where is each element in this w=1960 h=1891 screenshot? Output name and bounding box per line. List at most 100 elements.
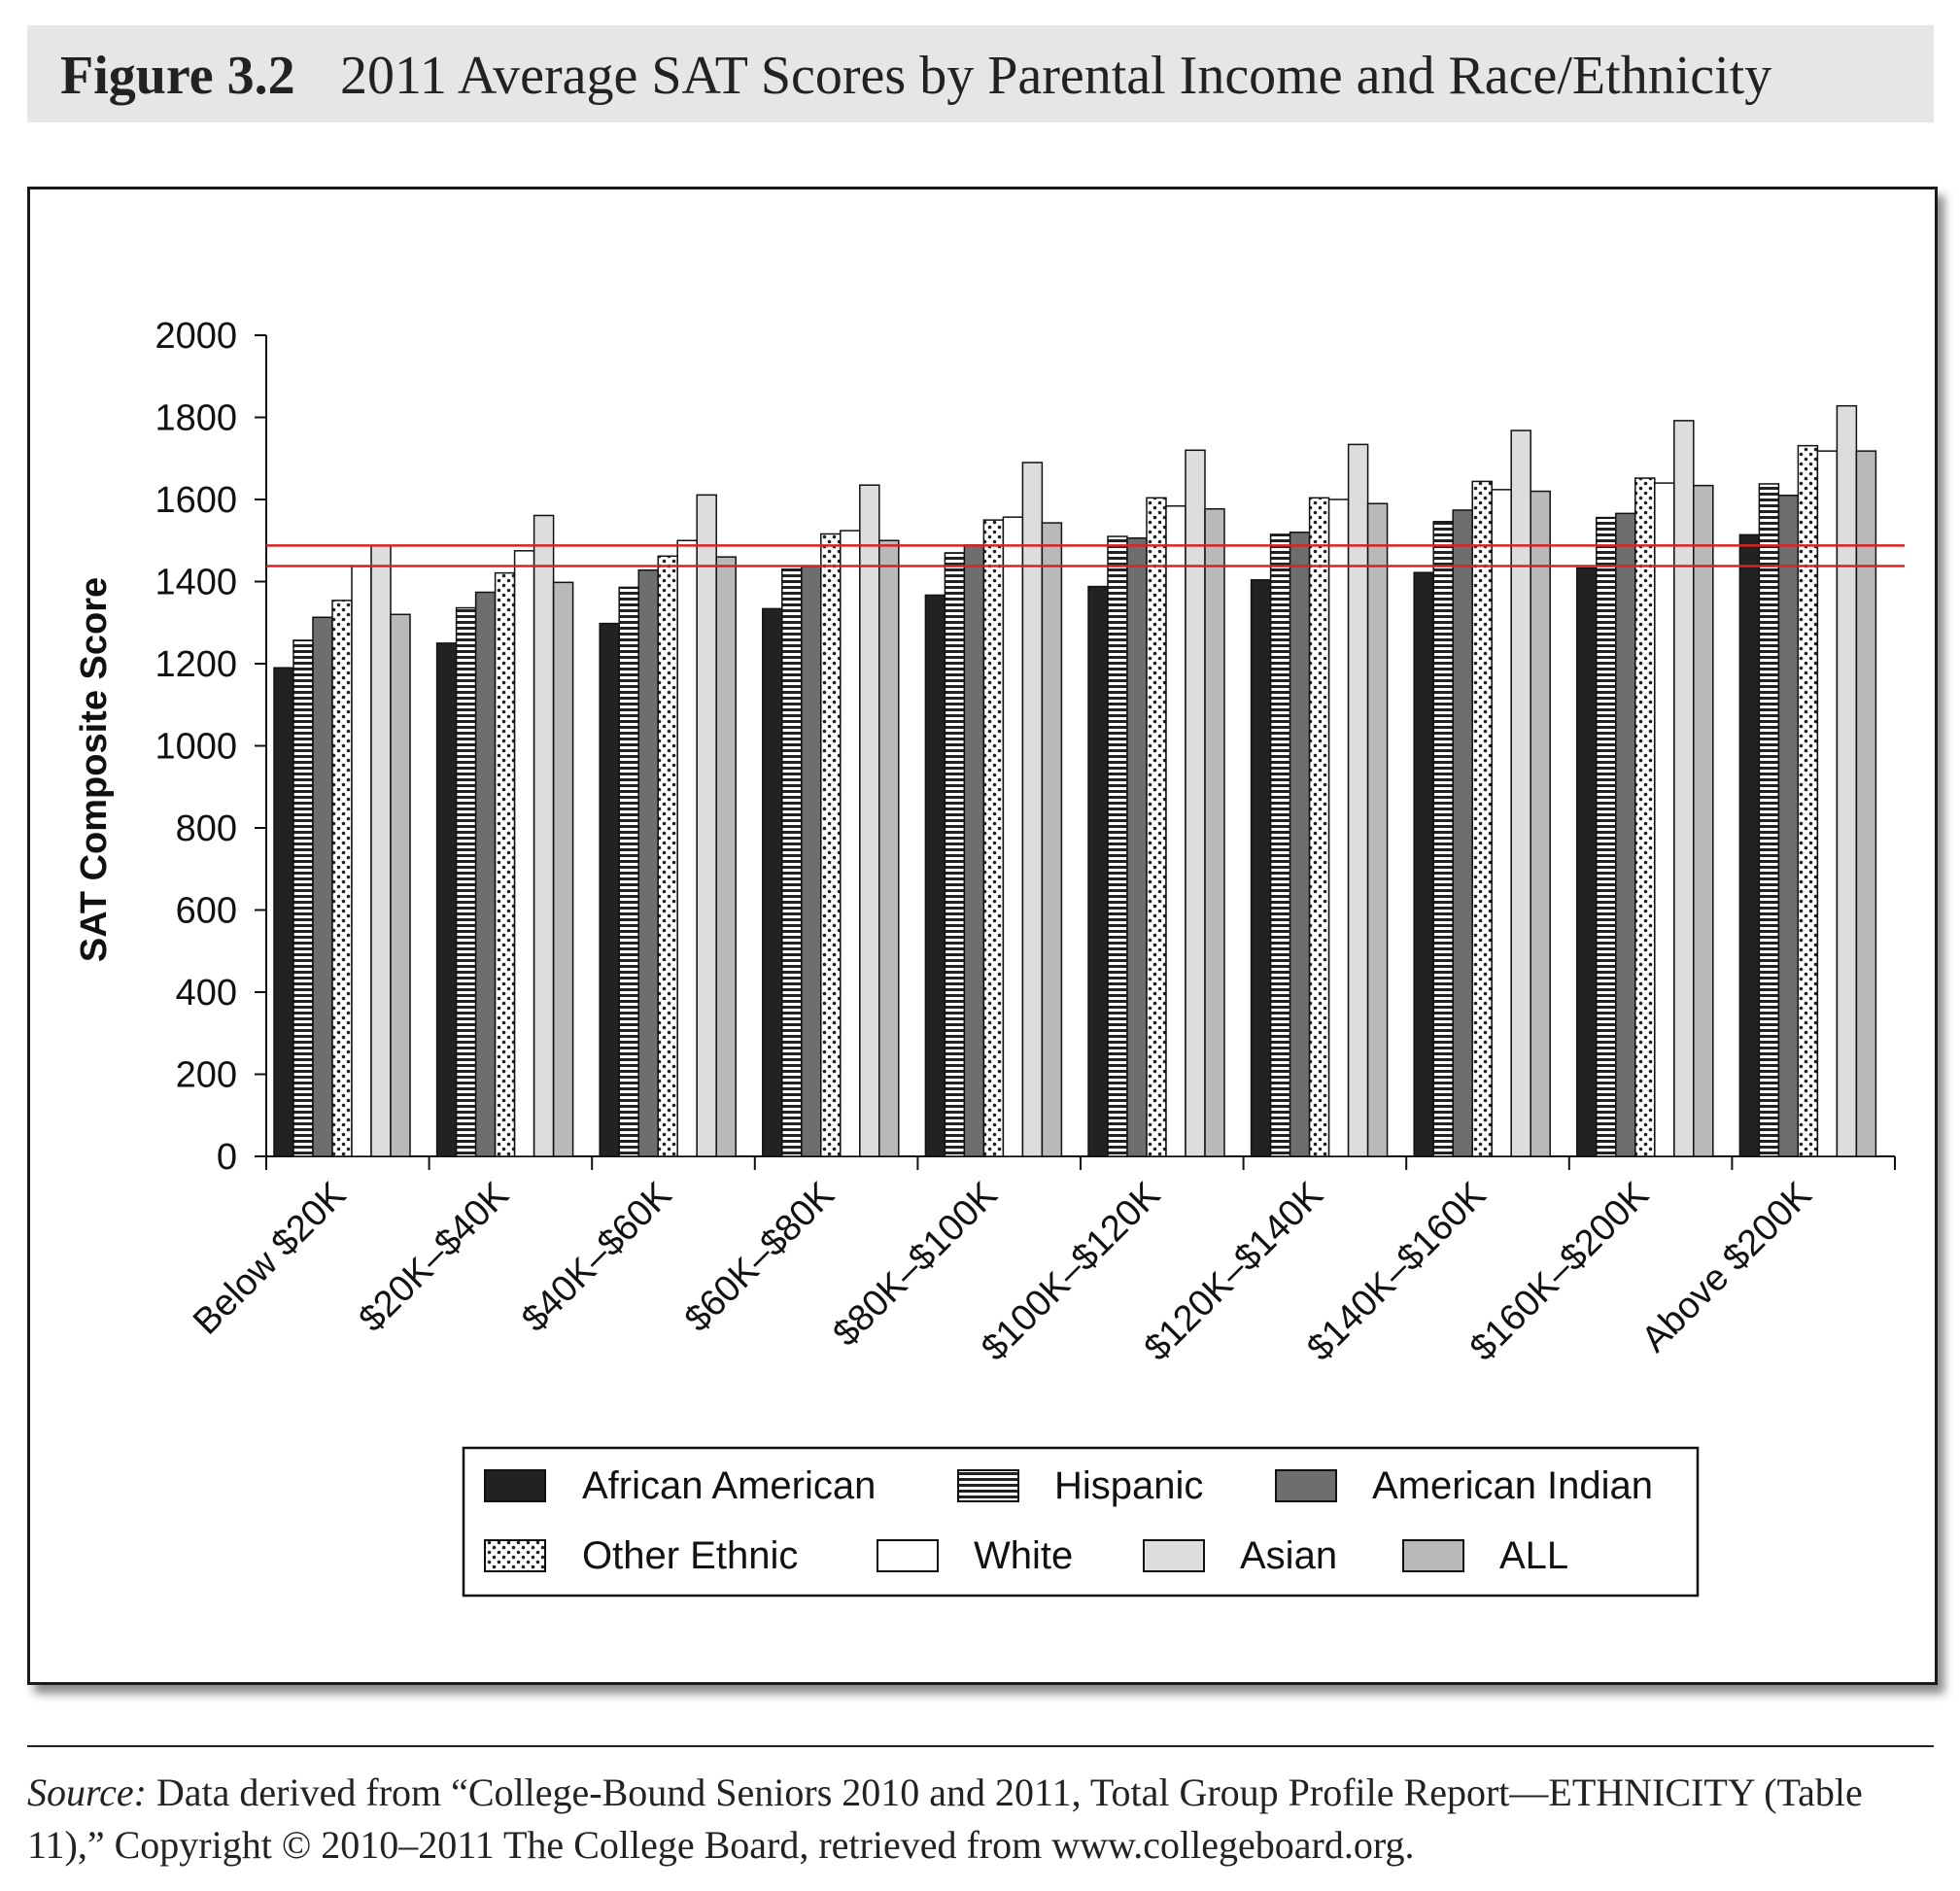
bar-african-american [1250,579,1272,1157]
legend-swatch [484,1469,546,1502]
y-axis-title: SAT Composite Score [74,577,115,962]
legend-swatch [1402,1539,1464,1572]
bar-other-ethnic [1471,480,1493,1157]
bar-african-american [1413,571,1434,1157]
chart-svg: 0 200 400 600 800 1000 1200 1400 1600 1800 2000 Be… [74,316,1905,1598]
legend-swatch [1275,1469,1337,1502]
bar-hispanic [944,552,966,1157]
bar-white [1327,499,1350,1157]
legend-label: Hispanic [1054,1464,1203,1507]
bar-all [1041,522,1063,1157]
bar-african-american [1576,567,1598,1157]
bar-african-american [924,594,946,1157]
bar-asian [1185,449,1206,1157]
bar-hispanic [455,606,477,1157]
bar-other-ethnic [1308,497,1330,1157]
y-tick-label: 200 [176,1055,237,1096]
y-tick-label: 400 [176,973,237,1014]
bar-african-american [599,622,620,1157]
legend-label: ALL [1499,1534,1568,1577]
legend-box [462,1446,1700,1598]
bar-other-ethnic [1634,477,1656,1157]
x-tick-label: $80K–$100K [825,1175,1005,1355]
bar-all [390,613,411,1157]
legend-label: Other Ethnic [582,1534,798,1577]
bar-white [351,566,372,1157]
bar-all [878,539,900,1157]
bar-asian [859,484,880,1157]
bar-african-american [1087,585,1109,1157]
legend-swatch [484,1539,546,1572]
bar-american-indian [801,566,822,1157]
bar-white [676,539,698,1157]
bar-american-indian [312,616,333,1157]
bar-african-american [1738,533,1761,1157]
bar-hispanic [1432,521,1454,1157]
bar-hispanic [292,639,314,1157]
bars [273,404,1877,1157]
bar-white [513,550,535,1157]
legend-label: American Indian [1372,1464,1653,1507]
bar-hispanic [1269,533,1291,1157]
bar-asian [1673,420,1695,1157]
bar-other-ethnic [820,533,842,1157]
legend-label: African American [582,1464,876,1507]
x-axis: Below $20K$20K–$40K$40K–$60K$60K–$80K$80… [186,1155,1896,1369]
bar-white [1165,505,1186,1157]
bar-american-indian [474,591,497,1157]
bar-all [1366,502,1389,1157]
bar-white [840,530,861,1157]
x-tick-label: Above $200K [1634,1175,1820,1360]
bar-american-indian [1777,495,1800,1157]
y-tick-label: 0 [217,1137,237,1178]
x-tick-label: $20K–$40K [352,1175,517,1340]
bar-all [1693,484,1714,1157]
bar-american-indian [1289,532,1311,1157]
legend-label: White [974,1534,1073,1577]
legend: African American Hispanic American Indian O… [462,1446,1700,1598]
y-tick-label: 600 [176,891,237,932]
bar-american-indian [963,544,985,1157]
bar-american-indian [1452,509,1473,1157]
bar-other-ethnic [982,519,1005,1157]
x-tick-label: $60K–$80K [677,1175,842,1340]
figure-header: Figure 3.2 2011 Average SAT Scores by Pa… [27,25,1934,122]
bar-asian [370,544,392,1157]
bar-all [1204,507,1225,1157]
bar-all [1530,490,1551,1157]
x-tick-label: Below $20K [186,1175,354,1343]
y-tick-label: 1600 [155,480,237,521]
bar-white [1491,489,1512,1157]
source-text: Data derived from “College-Bound Seniors… [27,1771,1863,1867]
y-tick-label: 1000 [155,727,237,768]
figure-label: Figure 3.2 [60,46,295,106]
bar-white [1002,516,1024,1157]
y-tick-label: 1800 [155,398,237,439]
y-tick-label: 1400 [155,563,237,603]
bar-hispanic [618,586,639,1157]
chart-frame: 0 200 400 600 800 1000 1200 1400 1600 1800 2000 Be… [27,187,1938,1685]
bar-american-indian [1615,512,1636,1157]
bar-hispanic [1107,535,1128,1157]
bar-american-indian [637,568,659,1157]
bar-white [1816,450,1839,1157]
bar-african-american [273,667,294,1157]
x-tick-label: $40K–$60K [514,1175,679,1340]
bar-hispanic [781,568,803,1157]
bar-white [1654,482,1675,1157]
bar-all [552,581,574,1157]
source-lead: Source: [27,1771,147,1814]
bar-other-ethnic [331,600,353,1157]
reference-lines [266,544,1905,567]
legend-swatch [1143,1539,1205,1572]
bar-asian [1347,443,1369,1157]
bar-hispanic [1596,516,1617,1157]
legend-swatch [957,1469,1019,1502]
figure-title: 2011 Average SAT Scores by Parental Inco… [340,46,1772,106]
bar-african-american [762,607,783,1157]
bar-other-ethnic [1797,444,1819,1157]
y-tick-label: 2000 [155,316,237,357]
legend-label: Asian [1240,1534,1337,1577]
bar-african-american [435,642,458,1157]
bar-asian [533,514,555,1157]
